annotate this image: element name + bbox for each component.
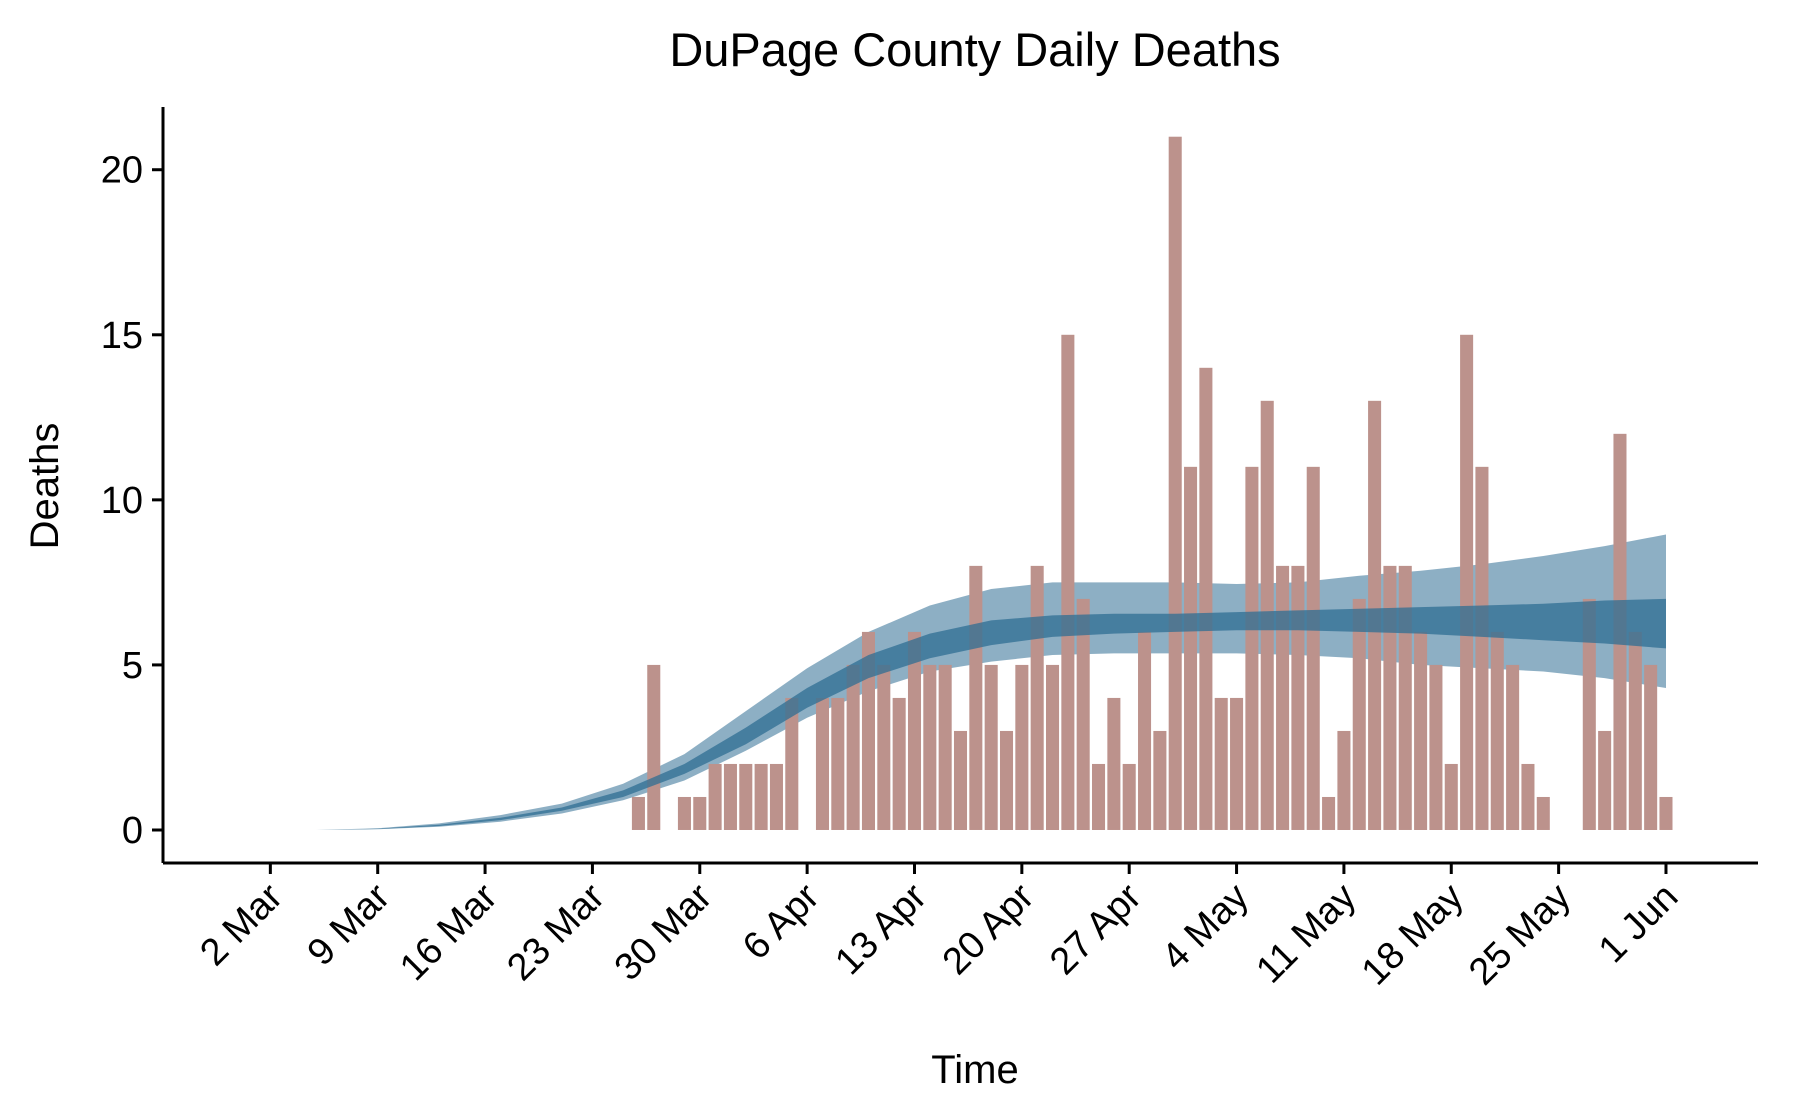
bar [1628,631,1642,830]
bar [1460,334,1474,830]
bar [1153,730,1167,830]
bar [1429,664,1443,830]
bar [631,796,645,830]
bar [999,730,1014,830]
bar [953,730,968,830]
bar [1046,664,1060,830]
x-tick-label: 2 Mar [192,875,291,974]
chart-title: DuPage County Daily Deaths [669,23,1280,76]
bar [861,631,875,830]
x-tick-label: 20 Apr [935,875,1043,983]
bar [1322,796,1336,830]
bar [831,697,845,830]
bar [1168,136,1182,830]
confidence-band-inner [316,598,1666,830]
y-axis-title: Deaths [23,423,67,550]
bar [1276,565,1290,830]
x-tick-label: 18 May [1354,876,1472,994]
bar [1352,598,1366,830]
y-tick-label: 15 [101,315,143,357]
bar [1659,796,1673,830]
bar [1444,763,1458,830]
y-tick-label: 10 [101,480,143,522]
bar [1306,466,1320,830]
y-tick-label: 20 [101,150,143,192]
x-tick-label: 11 May [1248,876,1364,992]
bar [1521,763,1535,830]
x-tick-label: 23 Mar [499,875,613,989]
x-tick-label: 9 Mar [300,875,399,974]
x-tick-label: 6 Apr [735,875,828,968]
bar [1475,466,1489,830]
bar [708,763,722,830]
bar [1245,466,1259,830]
bar [1490,631,1504,830]
bar [1414,631,1428,830]
bar [815,697,829,830]
bar [1061,334,1075,830]
bar [1398,565,1412,830]
bar [1383,565,1397,830]
bar [938,664,952,830]
bar [1138,631,1152,830]
confidence-band-outer [316,534,1666,830]
bar [693,796,707,830]
bar [1536,796,1550,830]
y-tick-label: 0 [122,810,143,852]
bar [923,664,937,830]
x-tick-label: 16 Mar [392,875,506,989]
bar [1015,664,1029,830]
bar [907,631,922,830]
x-tick-label: 30 Mar [607,875,721,989]
bar [647,664,661,830]
x-tick-label: 1 Jun [1591,876,1686,971]
bar [892,697,906,830]
bar [1107,697,1121,830]
bar [677,796,691,830]
outer-band-area [316,534,1666,830]
bar [1644,664,1658,830]
bar [1092,763,1106,830]
bar [1291,565,1305,830]
x-axis-title: Time [931,1048,1018,1092]
x-tick-label: 4 May [1154,876,1257,979]
bar [969,565,983,830]
y-tick-label: 5 [122,645,143,687]
bar [1582,598,1596,830]
bar [1122,763,1136,830]
bar [739,763,753,830]
daily-death-bars [631,136,1673,830]
bar [984,664,998,830]
inner-band-area [316,598,1666,830]
x-tick-label: 27 Apr [1042,875,1150,983]
bar [1506,664,1520,830]
bar [754,763,768,830]
bar [1337,730,1351,830]
bar [723,763,737,830]
bar [785,697,799,830]
bar [1199,367,1213,830]
x-tick-label: 13 Apr [827,875,935,983]
bar [1076,598,1090,830]
bar [769,763,783,830]
x-tick-label: 25 May [1461,876,1579,994]
bar [877,664,891,830]
y-axis-ticks: 0 5 10 15 20 [101,150,163,852]
bar [1598,730,1612,830]
bar [1184,466,1198,830]
bar [1030,565,1044,830]
bar [1214,697,1228,830]
bar [1230,697,1244,830]
bar [846,664,860,830]
